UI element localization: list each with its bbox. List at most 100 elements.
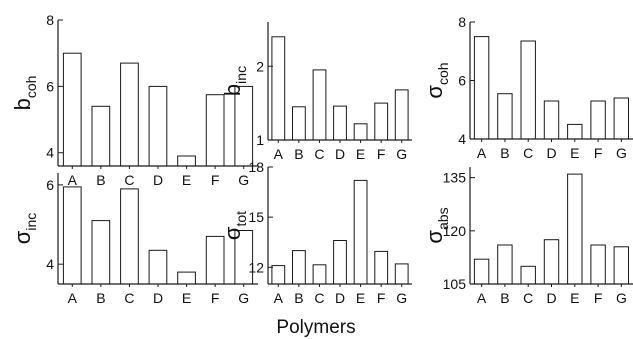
bar-G: [394, 263, 409, 285]
x-tick-label: D: [335, 290, 345, 306]
bar-C: [520, 40, 536, 140]
y-tick-label: 18: [248, 159, 264, 175]
x-tick-label: A: [274, 290, 284, 306]
bar-D: [333, 105, 347, 141]
y-tick-label: 8: [458, 14, 466, 30]
x-tick-label: D: [153, 172, 163, 188]
x-tick-label: F: [377, 146, 386, 162]
x-tick-label: G: [616, 290, 627, 306]
bar-B: [292, 250, 306, 285]
x-tick-label: E: [182, 290, 191, 306]
y-tick-label: 105: [443, 276, 467, 292]
bar-B: [91, 220, 111, 285]
bar-A: [473, 36, 490, 140]
x-tick-label: E: [356, 290, 365, 306]
x-tick-label: G: [238, 172, 249, 188]
bar-B: [292, 106, 306, 141]
y-tick-label: 135: [443, 170, 467, 186]
x-tick-label: A: [274, 146, 284, 162]
x-tick-label: F: [594, 145, 603, 161]
bar-G: [613, 97, 629, 140]
y-tick-label: 4: [46, 145, 54, 161]
bar-C: [520, 265, 536, 285]
x-tick-label: C: [523, 290, 533, 306]
bar-A: [473, 258, 490, 285]
x-tick-label: E: [570, 290, 579, 306]
y-tick-label: 2: [256, 58, 264, 74]
y-axis-label: σtot: [220, 211, 249, 240]
x-tick-label: D: [153, 290, 163, 306]
common-x-axis-label: Polymers: [276, 317, 355, 338]
x-tick-label: C: [523, 145, 533, 161]
x-tick-label: C: [314, 146, 324, 162]
y-axis-label: σabs: [422, 207, 451, 243]
y-tick-label: 1: [256, 132, 264, 148]
bar-F: [590, 244, 606, 285]
bar-C: [120, 62, 139, 167]
bar-D: [148, 85, 168, 167]
y-tick-label: 12: [248, 259, 264, 275]
bar-E: [353, 123, 368, 141]
x-tick-label: B: [500, 290, 509, 306]
x-tick-label: F: [377, 290, 386, 306]
bar-G: [394, 89, 409, 141]
bar-E: [567, 173, 583, 285]
x-tick-label: G: [396, 290, 407, 306]
bar-F: [205, 235, 225, 285]
bar-E: [353, 179, 368, 285]
x-tick-label: A: [68, 172, 78, 188]
bar-B: [497, 244, 513, 285]
x-tick-label: D: [546, 145, 556, 161]
bar-F: [374, 102, 389, 141]
y-axis-label: σinc: [10, 213, 39, 244]
x-tick-label: B: [96, 172, 105, 188]
bar-D: [148, 249, 168, 285]
x-tick-label: E: [356, 146, 365, 162]
bar-B: [497, 93, 513, 140]
y-tick-label: 6: [46, 177, 54, 193]
bar-D: [333, 240, 347, 285]
x-tick-label: B: [96, 290, 105, 306]
y-tick-label: 120: [443, 223, 467, 239]
x-tick-label: B: [294, 290, 303, 306]
x-tick-label: G: [396, 146, 407, 162]
y-tick-label: 6: [46, 78, 54, 94]
x-tick-label: A: [68, 290, 78, 306]
y-axis-label: σcoh: [422, 62, 451, 98]
bar-B: [91, 105, 111, 167]
bar-E: [177, 271, 196, 285]
x-tick-label: E: [570, 145, 579, 161]
x-tick-label: B: [294, 146, 303, 162]
x-tick-label: B: [500, 145, 509, 161]
y-axis-label: binc: [220, 66, 249, 96]
x-tick-label: C: [124, 172, 134, 188]
bar-D: [543, 100, 560, 140]
y-tick-label: 4: [46, 256, 54, 272]
x-tick-label: A: [477, 290, 487, 306]
x-tick-label: C: [314, 290, 324, 306]
x-tick-label: D: [546, 290, 556, 306]
bar-D: [543, 239, 560, 285]
x-tick-label: E: [182, 172, 191, 188]
bar-A: [62, 186, 82, 285]
x-tick-label: F: [594, 290, 603, 306]
bar-C: [312, 264, 327, 285]
bar-E: [177, 155, 196, 167]
y-tick-label: 4: [458, 131, 466, 147]
x-tick-label: D: [335, 146, 345, 162]
bar-A: [271, 36, 286, 141]
bar-A: [271, 265, 286, 285]
x-tick-label: A: [477, 145, 487, 161]
x-tick-label: C: [124, 290, 134, 306]
bar-F: [374, 250, 389, 285]
x-tick-label: G: [238, 290, 249, 306]
x-tick-label: G: [616, 145, 627, 161]
y-tick-label: 8: [46, 12, 54, 28]
